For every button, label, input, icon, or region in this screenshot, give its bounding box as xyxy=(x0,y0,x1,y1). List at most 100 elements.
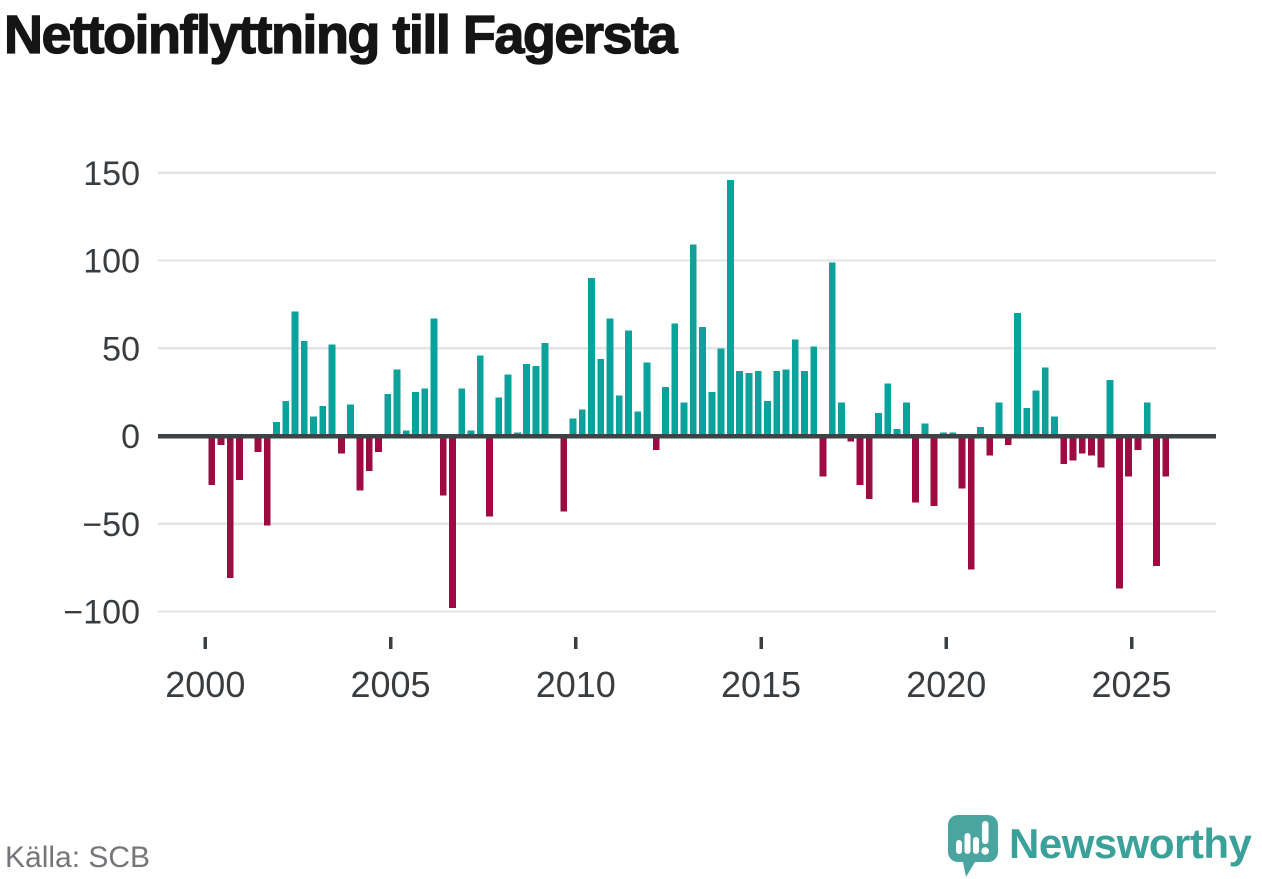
bar-2011-q3 xyxy=(634,411,642,436)
bar-2025-q1 xyxy=(1134,436,1142,451)
bar-2009-q3 xyxy=(560,436,568,512)
bar-2018-q4 xyxy=(902,402,910,436)
bar-2011-q1 xyxy=(615,395,623,436)
bar-2015-q3 xyxy=(782,369,790,436)
bar-2024-q2 xyxy=(1106,379,1114,436)
bar-2019-q2 xyxy=(921,423,929,436)
bar-2007-q2 xyxy=(476,355,484,436)
bar-2013-q1 xyxy=(689,244,697,436)
y-tick-label-50: 50 xyxy=(102,330,140,368)
bar-2005-q2 xyxy=(402,430,410,436)
bar-2013-q3 xyxy=(708,392,716,437)
bar-2022-q2 xyxy=(1032,390,1040,436)
bar-2015-q4 xyxy=(791,339,799,436)
x-tick-label-2020: 2020 xyxy=(906,664,986,705)
bar-2025-q2 xyxy=(1143,402,1151,436)
bar-2021-q1 xyxy=(986,436,994,456)
bar-2004-q1 xyxy=(356,436,364,491)
bar-2015-q1 xyxy=(764,400,771,436)
bar-2024-q4 xyxy=(1125,436,1133,477)
bar-2006-q1 xyxy=(430,318,438,436)
bar-2012-q4 xyxy=(680,402,688,436)
bar-2017-q1 xyxy=(838,402,845,436)
bar-2023-q2 xyxy=(1069,436,1077,461)
y-tick-label--100: −100 xyxy=(63,594,140,632)
bar-2010-q3 xyxy=(597,358,605,436)
bar-2019-q1 xyxy=(912,436,920,503)
bar-2006-q2 xyxy=(439,436,447,496)
bar-2002-q4 xyxy=(310,416,317,436)
bar-2020-q3 xyxy=(967,436,975,570)
bar-2021-q4 xyxy=(1014,313,1021,436)
bar-2023-q1 xyxy=(1060,436,1068,465)
bar-2005-q1 xyxy=(393,369,401,436)
bar-2003-q3 xyxy=(337,436,345,454)
bar-2024-q1 xyxy=(1097,436,1105,468)
bar-2016-q4 xyxy=(828,262,836,436)
exclamation-dot xyxy=(981,847,989,855)
mini-bar-3 xyxy=(973,837,979,854)
bar-2010-q4 xyxy=(606,318,614,436)
bar-2018-q1 xyxy=(875,413,882,436)
bar-2000-q1 xyxy=(208,436,216,486)
bar-2003-q4 xyxy=(347,404,355,436)
net-migration-bar-chart: 150 100 50 0 −50 −100 2000 2005 2010 2015 2020 2025 xyxy=(63,155,1216,705)
bar-2012-q1 xyxy=(652,436,660,451)
bar-2007-q4 xyxy=(495,397,503,436)
bar-2010-q1 xyxy=(578,409,586,436)
bar-2005-q4 xyxy=(421,388,429,436)
x-tick-label-2000: 2000 xyxy=(165,664,245,705)
bar-2020-q4 xyxy=(977,427,984,436)
bar-2004-q4 xyxy=(384,393,392,436)
bar-2014-q4 xyxy=(754,371,762,436)
bar-2010-q2 xyxy=(588,278,595,436)
bar-2001-q4 xyxy=(273,421,280,436)
bar-2003-q2 xyxy=(328,344,336,436)
bar-2001-q3 xyxy=(263,436,271,526)
bar-2023-q3 xyxy=(1078,436,1086,454)
bar-2021-q2 xyxy=(995,402,1003,436)
bar-2017-q3 xyxy=(856,436,864,486)
newsworthy-brand: Newsworthy xyxy=(944,813,1252,879)
bar-2024-q3 xyxy=(1115,436,1123,589)
brand-name: Newsworthy xyxy=(1009,820,1252,867)
bar-2011-q2 xyxy=(625,330,632,436)
x-tick-label-2010: 2010 xyxy=(536,664,616,705)
bar-2005-q3 xyxy=(412,392,419,437)
y-tick-label-0: 0 xyxy=(121,418,140,456)
bar-2022-q3 xyxy=(1041,367,1049,436)
bar-2008-q3 xyxy=(523,364,531,436)
bar-2016-q3 xyxy=(819,436,827,477)
bar-2019-q3 xyxy=(930,436,938,507)
bar-2008-q4 xyxy=(532,365,540,436)
bar-2014-q2 xyxy=(736,371,744,436)
bar-2004-q3 xyxy=(375,436,382,452)
bar-2014-q3 xyxy=(745,372,753,436)
y-tick-label-100: 100 xyxy=(83,243,140,281)
bar-2011-q4 xyxy=(643,362,651,436)
bar-2014-q1 xyxy=(726,179,734,436)
bar-2006-q4 xyxy=(458,388,466,436)
bar-2020-q2 xyxy=(958,436,966,489)
source-note: Källa: SCB xyxy=(5,841,151,874)
bar-2002-q3 xyxy=(300,341,308,436)
x-tick-label-2015: 2015 xyxy=(721,664,801,705)
bar-2012-q2 xyxy=(662,386,669,436)
bar-2016-q1 xyxy=(801,371,808,436)
bar-2022-q4 xyxy=(1051,416,1058,436)
y-tick-label-150: 150 xyxy=(83,155,140,193)
bar-2012-q3 xyxy=(671,323,679,436)
bar-2009-q4 xyxy=(569,418,577,436)
bar-2025-q3 xyxy=(1153,436,1160,566)
bar-2021-q3 xyxy=(1004,436,1012,445)
y-tick-label--50: −50 xyxy=(82,506,140,544)
newsworthy-pin-bar-chart-icon xyxy=(948,815,998,877)
bar-2007-q3 xyxy=(486,436,493,517)
bar-2000-q4 xyxy=(236,436,243,480)
bar-2018-q2 xyxy=(884,383,892,436)
mini-bar-2 xyxy=(964,833,971,854)
bar-2004-q2 xyxy=(365,436,373,472)
bar-2001-q2 xyxy=(254,436,262,452)
bar-2025-q4 xyxy=(1162,436,1170,477)
